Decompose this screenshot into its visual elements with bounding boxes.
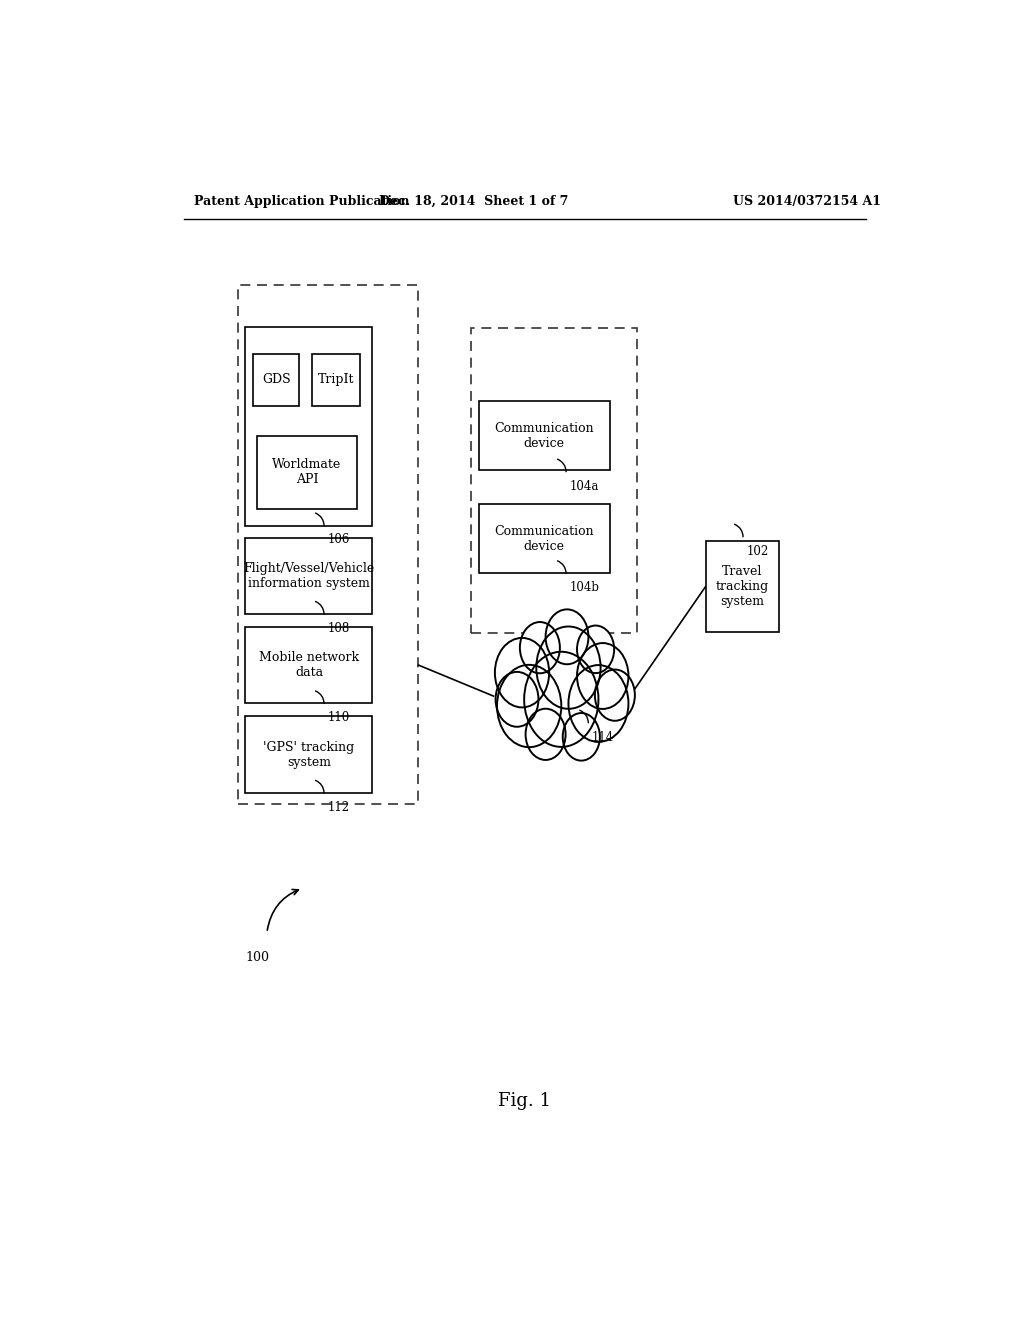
Text: Dec. 18, 2014  Sheet 1 of 7: Dec. 18, 2014 Sheet 1 of 7 — [379, 195, 568, 209]
FancyBboxPatch shape — [312, 354, 359, 407]
Text: 106: 106 — [328, 533, 349, 546]
FancyBboxPatch shape — [246, 627, 373, 704]
FancyBboxPatch shape — [253, 354, 299, 407]
Text: 102: 102 — [746, 545, 768, 557]
Text: 100: 100 — [246, 952, 269, 964]
Text: 104b: 104b — [569, 581, 599, 594]
Circle shape — [524, 652, 598, 747]
Text: US 2014/0372154 A1: US 2014/0372154 A1 — [733, 195, 881, 209]
Text: Communication
device: Communication device — [495, 422, 594, 450]
Text: TripIt: TripIt — [317, 374, 354, 387]
Text: Mobile network
data: Mobile network data — [259, 651, 359, 678]
Text: 112: 112 — [328, 801, 349, 813]
Text: GDS: GDS — [262, 374, 291, 387]
FancyBboxPatch shape — [479, 401, 609, 470]
FancyBboxPatch shape — [246, 537, 373, 614]
Text: Patent Application Publication: Patent Application Publication — [194, 195, 410, 209]
Circle shape — [546, 610, 589, 664]
FancyBboxPatch shape — [257, 436, 356, 510]
Text: 108: 108 — [328, 622, 349, 635]
Text: Worldmate
API: Worldmate API — [272, 458, 342, 487]
Circle shape — [577, 643, 629, 709]
Circle shape — [595, 669, 635, 721]
Text: 104a: 104a — [569, 479, 599, 492]
Text: 110: 110 — [328, 711, 349, 725]
Circle shape — [568, 665, 629, 742]
Text: 114: 114 — [592, 731, 613, 743]
Circle shape — [520, 622, 560, 673]
FancyBboxPatch shape — [706, 541, 778, 632]
Circle shape — [496, 672, 539, 727]
Circle shape — [577, 626, 614, 673]
Text: 'GPS' tracking
system: 'GPS' tracking system — [263, 741, 354, 768]
Text: Flight/Vessel/Vehicle
information system: Flight/Vessel/Vehicle information system — [244, 561, 375, 590]
Circle shape — [525, 709, 565, 760]
Circle shape — [495, 638, 549, 708]
FancyBboxPatch shape — [246, 717, 373, 792]
Text: Travel
tracking
system: Travel tracking system — [716, 565, 769, 607]
FancyBboxPatch shape — [479, 504, 609, 573]
Text: Communication
device: Communication device — [495, 524, 594, 553]
FancyBboxPatch shape — [246, 327, 373, 527]
Circle shape — [537, 627, 601, 709]
Circle shape — [497, 665, 561, 747]
Circle shape — [563, 713, 600, 760]
Text: Fig. 1: Fig. 1 — [499, 1092, 551, 1110]
